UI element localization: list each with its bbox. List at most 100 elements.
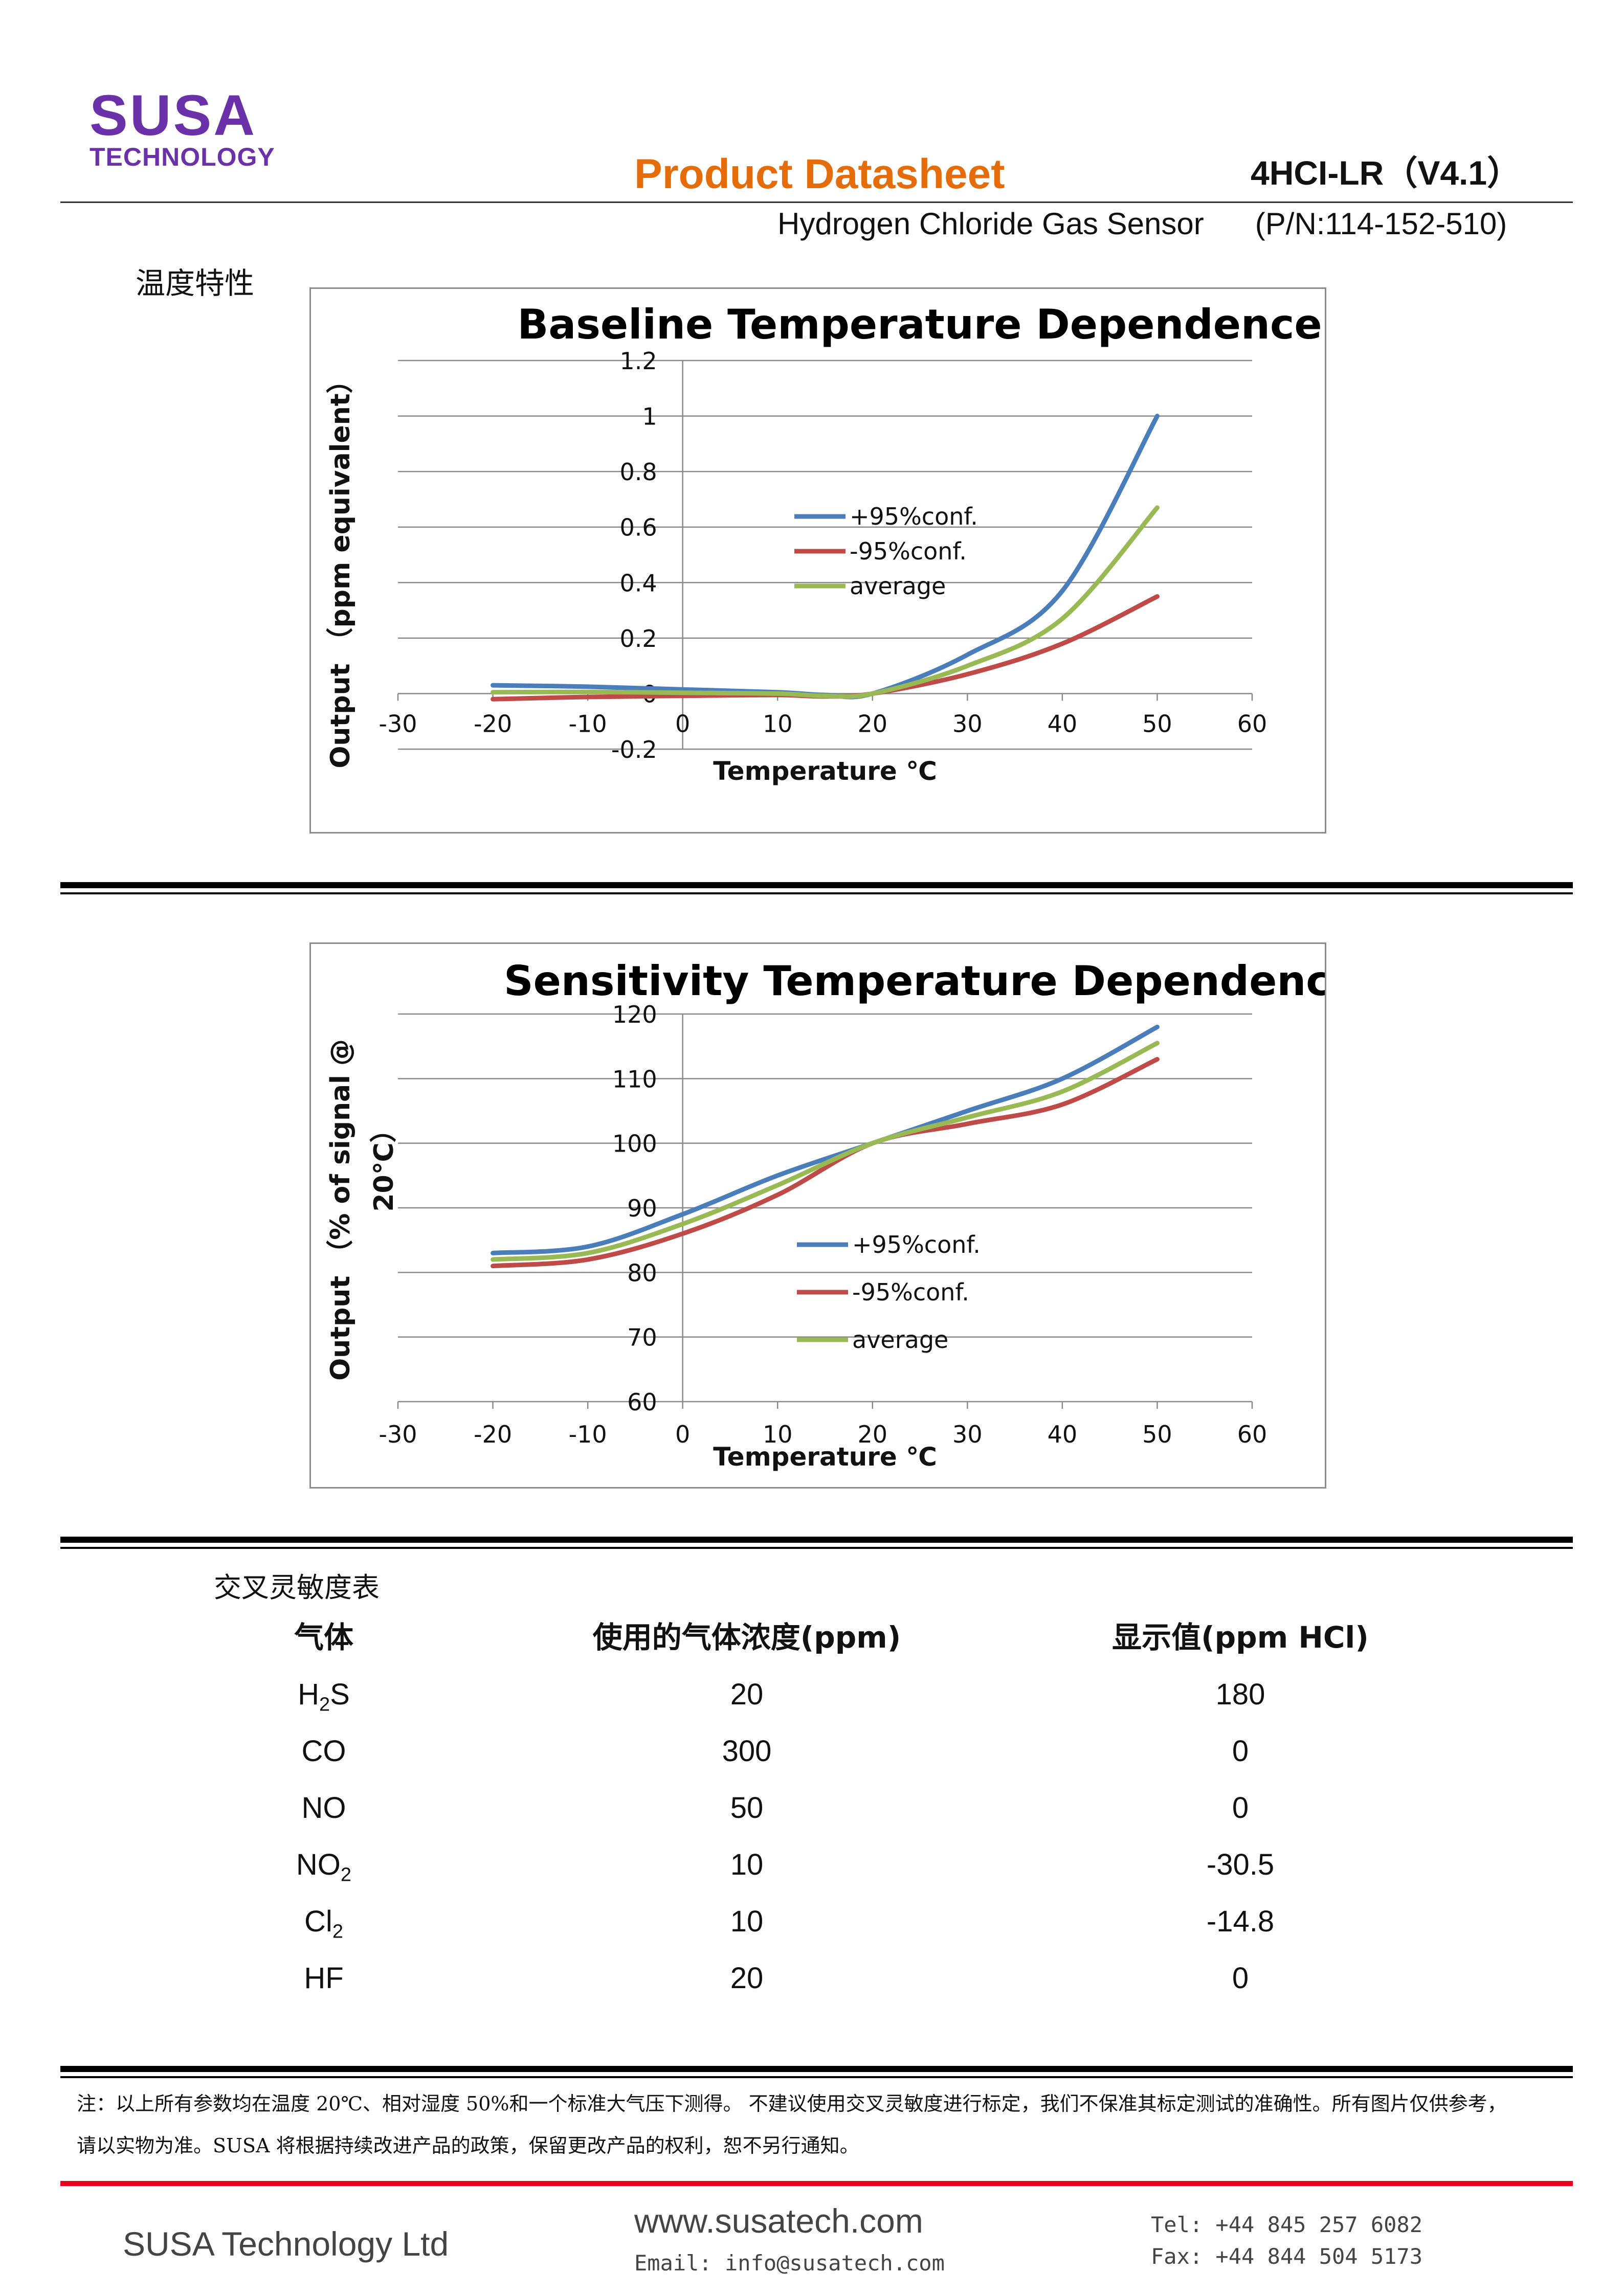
y-axis-label: 20℃）: [369, 1116, 399, 1211]
table-cell-concentration: 20: [730, 1678, 764, 1711]
table-header-reading: 显示值(ppm HCl): [1112, 1620, 1369, 1655]
section-title: 温度特性: [136, 266, 255, 301]
table-cell-concentration: 10: [730, 1848, 764, 1881]
y-axis-label: Output （ppm equivalent）: [325, 367, 356, 768]
table-cell-reading: 0: [1232, 1735, 1249, 1768]
x-axis-label: Temperature ℃: [713, 756, 937, 786]
baseline-chart: 1.210.80.60.40.20-0.2-30 -20 -10 0 10 20 30 40 5…: [325, 301, 1322, 786]
x-tick-label: 50: [1142, 710, 1172, 737]
sensitivity-chart-frame: 120 110 100 90 80 70 60 -30 -20 -10 0 10 20 30 40 50 60 S…: [309, 942, 1358, 1489]
y-tick-label: 1.2: [620, 347, 657, 375]
table-cell-reading: 180: [1215, 1678, 1265, 1711]
table-cell-gas: H2S: [298, 1678, 350, 1716]
logo-wordmark: SUSA: [90, 83, 257, 147]
table-header-concentration: 使用的气体浓度(ppm): [592, 1620, 901, 1655]
x-tick-label: 40: [1048, 710, 1078, 737]
document-title: Product Datasheet: [634, 151, 1005, 197]
table-cell-concentration: 50: [730, 1791, 764, 1825]
section-divider-thick: [60, 2066, 1573, 2072]
table-cell-gas: NO: [301, 1791, 346, 1825]
section-divider-thin: [60, 2076, 1573, 2078]
baseline-chart-frame: 1.2 1 0.8 0.6 0.4 0.2 0 -0.2 -30 -20 -10 0 10 20 30 40 5…: [309, 287, 1326, 834]
chart-title: Sensitivity Temperature Dependence: [504, 957, 1325, 1005]
sensor-subtitle: Hydrogen Chloride Gas Sensor (P/N:114-15…: [777, 207, 1507, 241]
chart-title: Baseline Temperature Dependence: [517, 301, 1322, 348]
section-divider-thick: [60, 882, 1573, 888]
y-tick-label: 80: [627, 1259, 657, 1287]
section-divider-thin: [60, 892, 1573, 894]
footer-fax: Fax: +44 844 504 5173: [1151, 2244, 1423, 2269]
x-tick-label: -10: [569, 1421, 607, 1448]
footer-divider: [60, 2181, 1573, 2186]
sensitivity-chart: 120 110 100 90 80 70 60 -30 -20 -10 0 10 20 30 40 50 60 S…: [325, 957, 1358, 1472]
x-tick-label: 10: [763, 1421, 793, 1448]
y-tick-label: 0.6: [620, 514, 657, 542]
cross-sensitivity-title: 交叉灵敏度表: [214, 1571, 380, 1604]
x-tick-label: -10: [569, 710, 607, 737]
series-line-0: [491, 414, 1160, 700]
series-line-1: [491, 1056, 1160, 1269]
x-tick-label: -30: [379, 710, 417, 737]
header-divider: [60, 201, 1573, 203]
x-tick-label: -30: [379, 1421, 417, 1448]
x-tick-label: -20: [474, 710, 512, 737]
table-cell-gas: NO2: [296, 1848, 352, 1886]
x-tick-label: 30: [952, 1421, 983, 1448]
footer-email-link[interactable]: Email: info@susatech.com: [634, 2250, 945, 2276]
part-number: (P/N:114-152-510): [1255, 207, 1507, 241]
footnote-line-1: 注：以上所有参数均在温度 20℃、相对湿度 50%和一个标准大气压下测得。 不建…: [77, 2092, 1507, 2115]
series-line-1: [491, 594, 1160, 702]
y-tick-label: 110: [612, 1065, 657, 1093]
y-tick-label: 100: [612, 1130, 657, 1158]
legend-label: average: [850, 572, 946, 600]
y-tick-label: 1: [642, 403, 657, 431]
y-tick-label: 90: [627, 1195, 657, 1222]
section-divider-thin: [60, 1547, 1573, 1549]
x-tick-label: 0: [675, 1421, 690, 1448]
model-number: 4HCI-LR（V4.1）: [1251, 154, 1521, 192]
x-tick-label: 0: [675, 710, 690, 737]
x-tick-label: 10: [763, 710, 793, 737]
legend-label: -95%conf.: [852, 1278, 969, 1306]
sensor-name: Hydrogen Chloride Gas Sensor: [777, 207, 1204, 241]
footer-company: SUSA Technology Ltd: [123, 2225, 449, 2263]
table-cell-gas: CO: [301, 1735, 346, 1768]
table-cell-reading: 0: [1232, 1962, 1249, 1995]
footer-telephone: Tel: +44 845 257 6082: [1151, 2212, 1423, 2237]
legend-label: average: [852, 1326, 948, 1354]
y-tick-label: 120: [612, 1001, 657, 1028]
x-tick-label: -20: [474, 1421, 512, 1448]
x-tick-label: 40: [1048, 1421, 1078, 1448]
y-tick-label: 0.2: [620, 625, 657, 652]
y-tick-label: 0.4: [620, 569, 657, 597]
x-axis-label: Temperature ℃: [713, 1442, 937, 1472]
legend-label: +95%conf.: [850, 503, 978, 530]
x-tick-label: 20: [858, 1421, 888, 1448]
legend-label: -95%conf.: [850, 537, 967, 565]
table-cell-reading: 0: [1232, 1791, 1249, 1825]
table-cell-reading: -30.5: [1206, 1848, 1275, 1881]
series-line-0: [491, 1024, 1160, 1255]
logo-subtitle: TECHNOLOGY: [90, 143, 275, 171]
y-tick-label: 60: [627, 1388, 657, 1416]
y-axis-label: Output （% of signal @: [325, 1039, 356, 1381]
footer-website-link[interactable]: www.susatech.com: [634, 2202, 923, 2240]
y-tick-label: 0.8: [620, 458, 657, 486]
table-cell-gas: HF: [304, 1962, 344, 1995]
table-cell-concentration: 20: [730, 1962, 764, 1995]
legend-label: +95%conf.: [852, 1231, 981, 1258]
series-line-2: [491, 1041, 1160, 1262]
table-cell-reading: -14.8: [1206, 1905, 1275, 1938]
section-divider-thick: [60, 1537, 1573, 1543]
y-tick-label: 70: [627, 1324, 657, 1352]
series-line-2: [491, 505, 1160, 699]
x-tick-label: 30: [952, 710, 983, 737]
table-header-gas: 气体: [294, 1620, 353, 1655]
table-cell-concentration: 10: [730, 1905, 764, 1938]
table-cell-gas: Cl2: [304, 1905, 343, 1943]
x-tick-label: 20: [858, 710, 888, 737]
footnote-line-2: 请以实物为准。SUSA 将根据持续改进产品的政策，保留更改产品的权利，恕不另行通…: [77, 2134, 859, 2157]
x-tick-label: 60: [1237, 710, 1267, 737]
y-tick-label: -0.2: [611, 736, 657, 763]
x-tick-label: 50: [1142, 1421, 1172, 1448]
